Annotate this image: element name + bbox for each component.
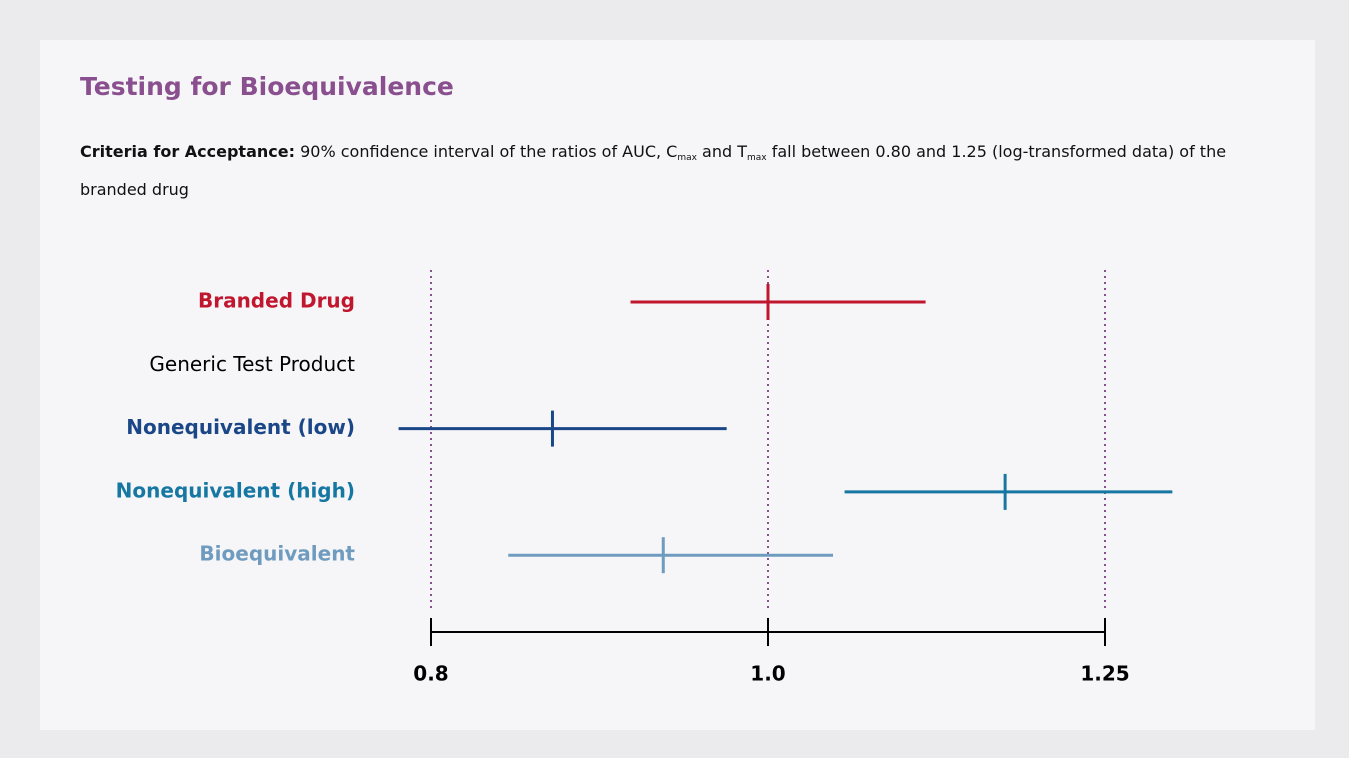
subtitle-text: 90% confidence interval of the ratios of… — [300, 142, 678, 161]
row-label: Nonequivalent (low) — [126, 415, 355, 439]
subtitle-text: fall between 0.80 and 1.25 (log-transfor… — [80, 142, 1227, 199]
x-tick-label: 1.0 — [750, 662, 785, 686]
subtitle-bold: Criteria for Acceptance: — [80, 142, 295, 161]
panel: Testing for Bioequivalence Criteria for … — [40, 40, 1315, 730]
subtitle: Criteria for Acceptance: 90% confidence … — [80, 136, 1280, 206]
row-label: Branded Drug — [198, 289, 355, 313]
subscript: max — [677, 153, 697, 163]
x-tick-label: 0.8 — [413, 662, 448, 686]
row-label: Generic Test Product — [149, 352, 355, 376]
row-label: Nonequivalent (high) — [116, 478, 355, 502]
title: Testing for Bioequivalence — [80, 72, 454, 101]
subscript: max — [747, 153, 767, 163]
x-tick-label: 1.25 — [1080, 662, 1129, 686]
row-label: Bioequivalent — [199, 542, 355, 566]
subtitle-text: and T — [696, 142, 747, 161]
